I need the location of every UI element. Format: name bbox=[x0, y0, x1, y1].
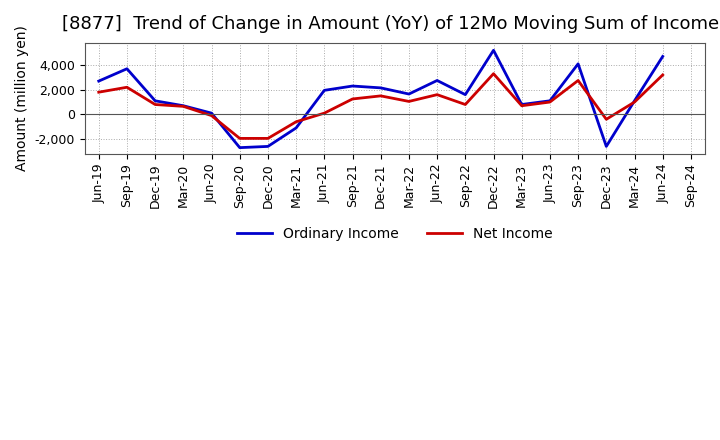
Ordinary Income bbox=[546, 98, 554, 103]
Net Income bbox=[658, 72, 667, 77]
Net Income bbox=[461, 102, 469, 107]
Ordinary Income bbox=[461, 92, 469, 97]
Ordinary Income bbox=[433, 78, 441, 83]
Net Income bbox=[348, 96, 357, 102]
Ordinary Income bbox=[235, 145, 244, 150]
Ordinary Income bbox=[179, 103, 188, 108]
Net Income bbox=[122, 84, 131, 90]
Ordinary Income bbox=[150, 98, 159, 103]
Ordinary Income bbox=[207, 110, 216, 116]
Net Income bbox=[94, 90, 103, 95]
Ordinary Income bbox=[264, 144, 272, 149]
Ordinary Income bbox=[292, 125, 300, 131]
Net Income bbox=[377, 93, 385, 99]
Ordinary Income bbox=[94, 78, 103, 84]
Net Income bbox=[320, 110, 328, 116]
Ordinary Income bbox=[574, 61, 582, 66]
Net Income bbox=[179, 104, 188, 109]
Ordinary Income bbox=[630, 98, 639, 103]
Title: [8877]  Trend of Change in Amount (YoY) of 12Mo Moving Sum of Incomes: [8877] Trend of Change in Amount (YoY) o… bbox=[62, 15, 720, 33]
Net Income bbox=[574, 78, 582, 83]
Ordinary Income bbox=[320, 88, 328, 93]
Net Income bbox=[630, 99, 639, 105]
Net Income bbox=[602, 117, 611, 122]
Ordinary Income bbox=[348, 84, 357, 89]
Ordinary Income bbox=[489, 48, 498, 53]
Net Income bbox=[518, 103, 526, 108]
Legend: Ordinary Income, Net Income: Ordinary Income, Net Income bbox=[232, 222, 558, 247]
Ordinary Income bbox=[377, 85, 385, 91]
Y-axis label: Amount (million yen): Amount (million yen) bbox=[15, 26, 29, 171]
Ordinary Income bbox=[658, 54, 667, 59]
Ordinary Income bbox=[405, 92, 413, 97]
Net Income bbox=[489, 71, 498, 76]
Ordinary Income bbox=[122, 66, 131, 71]
Line: Ordinary Income: Ordinary Income bbox=[99, 50, 662, 148]
Net Income bbox=[433, 92, 441, 97]
Net Income bbox=[405, 99, 413, 104]
Net Income bbox=[264, 136, 272, 141]
Net Income bbox=[207, 113, 216, 118]
Net Income bbox=[546, 99, 554, 105]
Ordinary Income bbox=[518, 102, 526, 107]
Line: Net Income: Net Income bbox=[99, 73, 662, 139]
Net Income bbox=[150, 102, 159, 107]
Ordinary Income bbox=[602, 144, 611, 149]
Net Income bbox=[292, 119, 300, 125]
Net Income bbox=[235, 136, 244, 141]
